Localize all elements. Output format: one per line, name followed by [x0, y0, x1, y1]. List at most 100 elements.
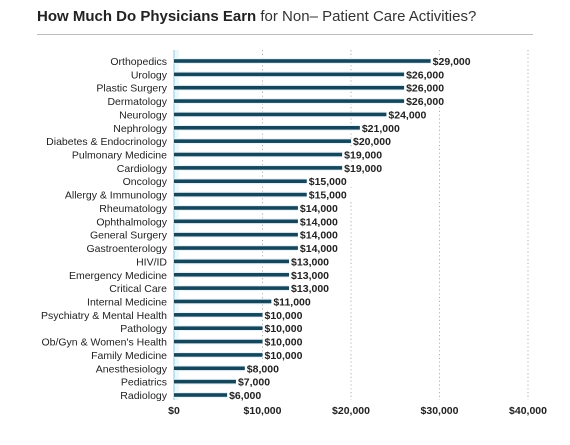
bar-14	[174, 246, 298, 250]
bar-6	[174, 139, 351, 143]
value-label-12: $14,000	[300, 216, 338, 228]
value-label-20: $10,000	[265, 323, 303, 335]
bar-3	[174, 99, 405, 103]
value-label-bg-8	[343, 161, 387, 174]
bar-4	[174, 112, 387, 117]
plot-left-band	[174, 50, 179, 400]
category-label-11: Rheumatology	[99, 203, 167, 215]
bar-24	[174, 379, 236, 384]
x-tick-label-0: $0	[168, 405, 180, 417]
value-label-bg-2	[405, 81, 449, 94]
category-label-12: Ophthalmology	[96, 216, 167, 228]
value-label-21: $10,000	[265, 337, 303, 349]
value-label-bg-17	[290, 282, 334, 295]
category-label-15: HIV/ID	[136, 256, 167, 268]
bar-19	[174, 313, 263, 317]
value-label-2: $26,000	[406, 83, 444, 95]
value-label-bg-22	[263, 348, 308, 361]
value-label-19: $10,000	[265, 310, 303, 322]
category-label-9: Oncology	[123, 176, 168, 188]
value-label-11: $14,000	[300, 203, 338, 215]
value-label-16: $13,000	[291, 270, 329, 282]
value-label-bg-3	[405, 95, 449, 108]
x-tick-label-4: $40,000	[509, 405, 547, 417]
value-label-22: $10,000	[265, 350, 303, 362]
bar-12	[174, 219, 298, 224]
bar-15	[174, 259, 290, 264]
value-label-bg-1	[405, 68, 449, 81]
bar-16	[174, 272, 290, 277]
value-label-6: $20,000	[353, 136, 391, 148]
value-label-bg-23	[245, 362, 284, 375]
value-label-bg-21	[263, 335, 308, 348]
category-label-13: General Surgery	[90, 230, 168, 242]
bar-23	[174, 366, 245, 371]
category-label-2: Plastic Surgery	[96, 83, 167, 95]
bar-5	[174, 126, 360, 130]
category-label-25: Radiology	[120, 390, 167, 402]
category-label-24: Pediatrics	[121, 377, 167, 389]
category-label-5: Nephrology	[113, 123, 167, 135]
value-label-bg-10	[307, 188, 352, 201]
category-label-1: Urology	[131, 69, 168, 81]
value-label-bg-7	[343, 148, 387, 161]
value-label-bg-24	[236, 375, 275, 388]
category-label-8: Cardiology	[117, 163, 168, 175]
value-label-17: $13,000	[291, 283, 329, 295]
x-tick-label-3: $30,000	[421, 405, 459, 417]
value-label-13: $14,000	[300, 230, 338, 242]
bar-20	[174, 326, 263, 330]
value-label-15: $13,000	[291, 256, 329, 268]
category-label-18: Internal Medicine	[87, 296, 167, 308]
chart-title-rest: for Non– Patient Care Activities?	[256, 8, 477, 25]
category-label-20: Pathology	[120, 323, 167, 335]
category-label-23: Anesthesiology	[96, 363, 168, 375]
category-label-17: Critical Care	[109, 283, 167, 295]
value-label-4: $24,000	[388, 109, 426, 121]
value-label-bg-19	[263, 308, 308, 321]
category-label-22: Family Medicine	[91, 350, 167, 362]
bar-7	[174, 152, 343, 157]
title-divider	[37, 34, 533, 35]
value-label-bg-14	[298, 242, 343, 255]
value-label-23: $8,000	[247, 363, 279, 375]
chart-title: How Much Do Physicians Earn for Non– Pat…	[37, 8, 533, 26]
value-label-3: $26,000	[406, 96, 444, 108]
value-label-14: $14,000	[300, 243, 338, 255]
bar-1	[174, 72, 405, 77]
bar-10	[174, 192, 307, 197]
bar-22	[174, 353, 263, 357]
category-label-3: Dermatology	[107, 96, 167, 108]
bar-2	[174, 85, 405, 90]
value-label-24: $7,000	[238, 377, 270, 389]
x-tick-label-1: $10,000	[244, 405, 282, 417]
category-label-19: Psychiatry & Mental Health	[41, 310, 167, 322]
category-label-6: Diabetes & Endocrinology	[46, 136, 168, 148]
bar-25	[174, 393, 228, 397]
category-label-14: Gastroenterology	[86, 243, 167, 255]
value-label-bg-18	[272, 295, 316, 308]
value-label-bg-15	[290, 255, 334, 268]
category-label-10: Allergy & Immunology	[65, 190, 168, 202]
value-label-bg-9	[307, 175, 352, 188]
bar-11	[174, 206, 298, 210]
bar-17	[174, 286, 290, 290]
value-label-bg-5	[360, 121, 405, 134]
category-label-7: Pulmonary Medicine	[72, 150, 167, 162]
bar-0	[174, 59, 431, 63]
category-label-0: Orthopedics	[110, 56, 167, 68]
bar-13	[174, 232, 298, 237]
chart-title-bold: How Much Do Physicians Earn	[37, 8, 257, 25]
value-label-bg-20	[263, 322, 308, 335]
value-label-10: $15,000	[309, 190, 347, 202]
value-label-bg-11	[298, 201, 343, 214]
value-label-bg-0	[431, 55, 476, 67]
value-label-bg-25	[228, 389, 266, 401]
value-label-bg-4	[387, 108, 432, 121]
bar-21	[174, 339, 263, 344]
x-tick-label-2: $20,000	[332, 405, 370, 417]
value-label-bg-16	[290, 268, 334, 281]
value-label-bg-6	[352, 135, 396, 148]
category-label-21: Ob/Gyn & Women's Health	[41, 337, 167, 349]
